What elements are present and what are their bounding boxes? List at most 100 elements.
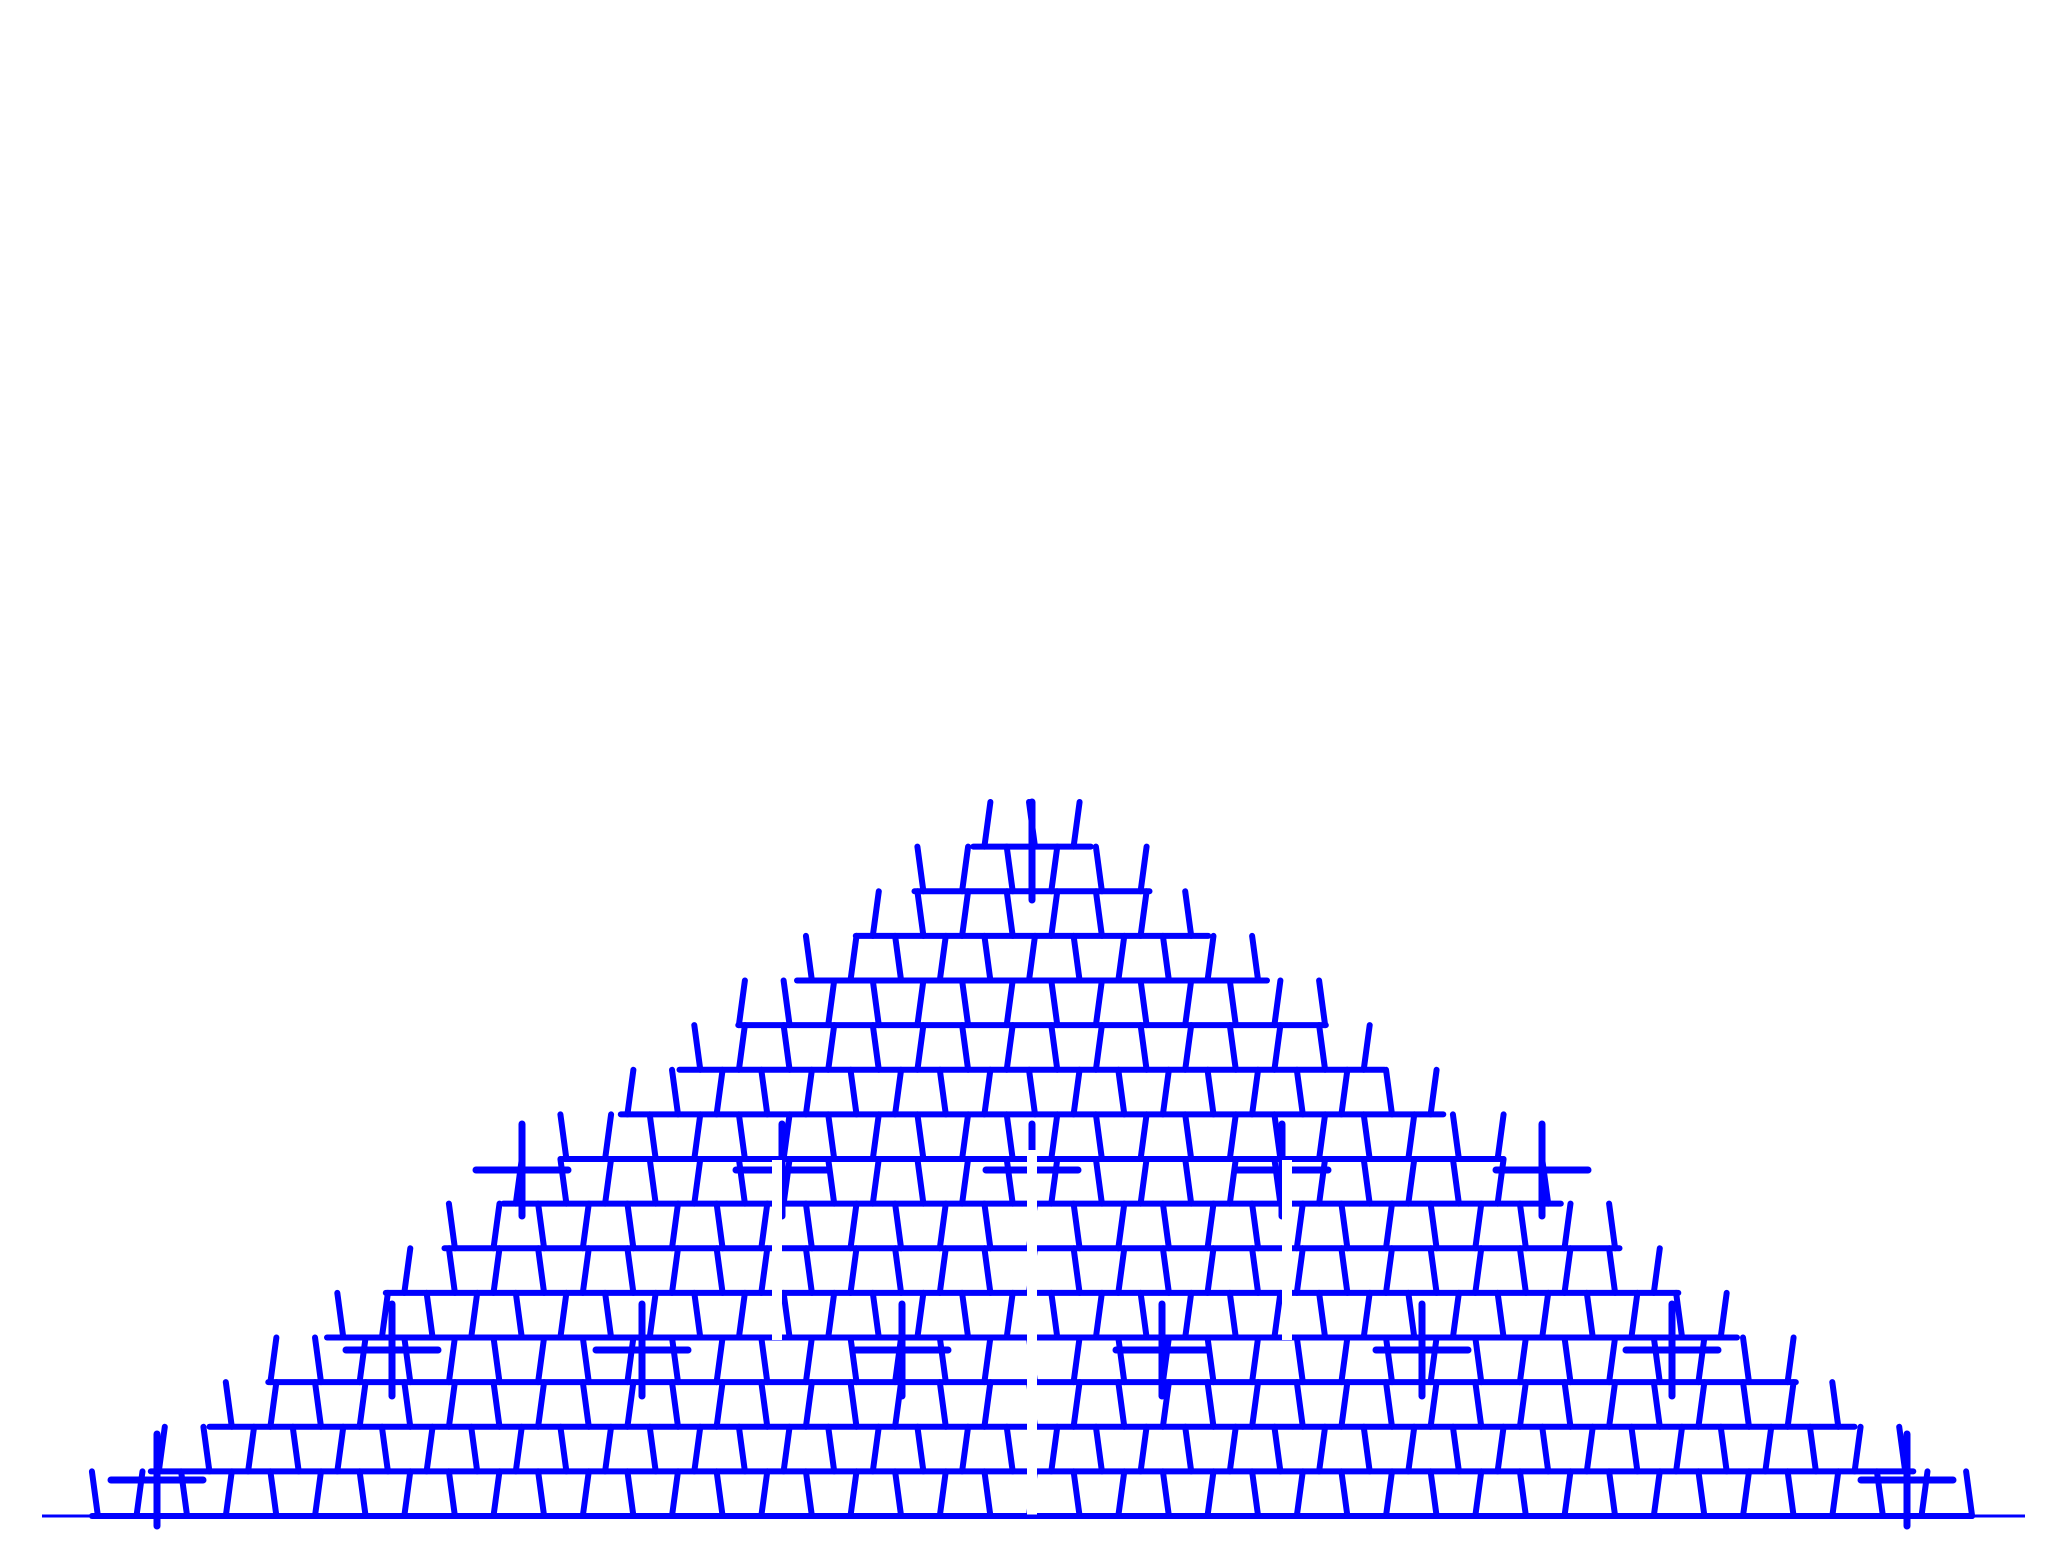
lattice-segment: [1092, 1423, 1105, 1475]
lattice-segment: [1092, 1289, 1105, 1341]
lattice-segment: [914, 1022, 927, 1073]
lattice-segment: [1449, 1423, 1462, 1475]
lattice-segment: [780, 1423, 793, 1475]
lattice-segment: [1182, 1289, 1195, 1341]
lattice-segment: [847, 1334, 860, 1386]
lattice-segment: [535, 1379, 548, 1430]
lattice-segment: [758, 1200, 771, 1252]
lattice-segment: [1137, 977, 1150, 1029]
lattice-segment: [691, 1156, 704, 1207]
lattice-segment: [959, 843, 972, 895]
lattice-segment: [1360, 1111, 1373, 1162]
lattice-segment: [1383, 1468, 1395, 1519]
lattice-segment: [1070, 799, 1083, 850]
lattice-segment: [1226, 1289, 1239, 1341]
lattice-segment: [959, 1423, 972, 1475]
lattice-segment: [1449, 1111, 1462, 1162]
lattice-segment: [1048, 888, 1061, 939]
lattice-segment: [1740, 1334, 1752, 1386]
lattice-segment: [713, 1468, 726, 1519]
lattice-segment: [1472, 1200, 1485, 1252]
lattice-segment: [1539, 1289, 1552, 1341]
lattice-segment: [445, 1245, 458, 1296]
lattice-segment: [1115, 1066, 1128, 1118]
lattice-segment: [1293, 1468, 1306, 1519]
lattice-segment: [557, 1289, 570, 1341]
lattice-segment: [1561, 1468, 1574, 1519]
lattice-segment: [780, 1022, 793, 1073]
lattice-segment: [1427, 1200, 1440, 1252]
lattice-segment: [1271, 1423, 1284, 1475]
lattice-segment: [669, 1200, 681, 1252]
lattice-segment: [1338, 1200, 1351, 1252]
lattice-segment: [1182, 1156, 1195, 1207]
lattice-segment: [1070, 1468, 1083, 1519]
lattice-segment: [1606, 1334, 1619, 1386]
fractal-lattice: [88, 798, 1976, 1530]
lattice-segment: [1182, 1423, 1195, 1475]
lattice-segment: [758, 1468, 771, 1519]
lattice-segment: [1249, 1200, 1262, 1252]
lattice-segment: [713, 1066, 726, 1118]
lattice-segment: [914, 1289, 927, 1341]
lattice-segment: [735, 977, 748, 1029]
lattice-segment: [1806, 1423, 1819, 1475]
lattice-segment: [869, 1423, 882, 1475]
lattice-segment: [1494, 1289, 1507, 1341]
lattice-segment: [691, 1289, 704, 1341]
lattice-segment: [1405, 1289, 1418, 1341]
lattice-segment: [758, 1245, 771, 1296]
lattice-segment: [1963, 1468, 1976, 1519]
lattice-segment: [1003, 888, 1016, 939]
lattice-segment: [825, 1289, 838, 1341]
lattice-segment: [981, 1379, 994, 1430]
lattice-segment: [490, 1334, 503, 1386]
lattice-segment: [847, 1066, 860, 1118]
lattice-segment: [1650, 1245, 1663, 1296]
lattice-segment: [847, 932, 860, 984]
lattice-segment: [1159, 1379, 1172, 1430]
lattice-segment: [378, 1423, 391, 1475]
lattice-segment: [869, 977, 882, 1029]
lattice-segment: [1494, 1111, 1507, 1162]
lattice-segment: [468, 1289, 481, 1341]
lattice-segment: [869, 1289, 882, 1341]
lattice-segment: [1048, 1289, 1061, 1341]
lattice-segment: [981, 1245, 994, 1296]
lattice-segment: [1137, 1022, 1150, 1073]
lattice-segment: [1271, 1289, 1284, 1341]
lattice-segment: [1159, 1066, 1172, 1118]
lattice-segment: [691, 1022, 704, 1073]
lattice-segment: [1316, 977, 1329, 1029]
lattice-segment: [669, 1245, 681, 1296]
lattice-segment: [1115, 1200, 1128, 1252]
lattice-segment: [1026, 1066, 1038, 1118]
lattice-segment: [1673, 1289, 1686, 1341]
lattice-segment: [1494, 1423, 1507, 1475]
lattice-segment: [579, 1245, 592, 1296]
lattice-segment: [1226, 1423, 1239, 1475]
lattice-segment: [936, 1066, 949, 1118]
lattice-segment: [1695, 1379, 1708, 1430]
lattice-segment: [713, 1200, 726, 1252]
lattice-segment: [1383, 1066, 1395, 1118]
lattice-segment: [802, 1334, 815, 1386]
lattice-segment: [936, 932, 949, 984]
lattice-segment: [1673, 1423, 1686, 1475]
lattice-segment: [1048, 1022, 1061, 1073]
lattice-segment: [535, 1245, 548, 1296]
lattice-segment: [936, 1379, 949, 1430]
lattice-segment: [1092, 1156, 1105, 1207]
lattice-segment: [490, 1379, 503, 1430]
lattice-segment: [1583, 1423, 1596, 1475]
lattice-segment: [535, 1468, 548, 1519]
lattice-segment: [1204, 1245, 1217, 1296]
lattice-segment: [735, 1289, 748, 1341]
lattice-segment: [267, 1379, 280, 1430]
lattice-segment: [334, 1423, 347, 1475]
lattice-segment: [222, 1468, 235, 1519]
lattice-segment: [1628, 1289, 1641, 1341]
lattice-segment: [1606, 1245, 1619, 1296]
lattice-segment: [735, 1022, 748, 1073]
